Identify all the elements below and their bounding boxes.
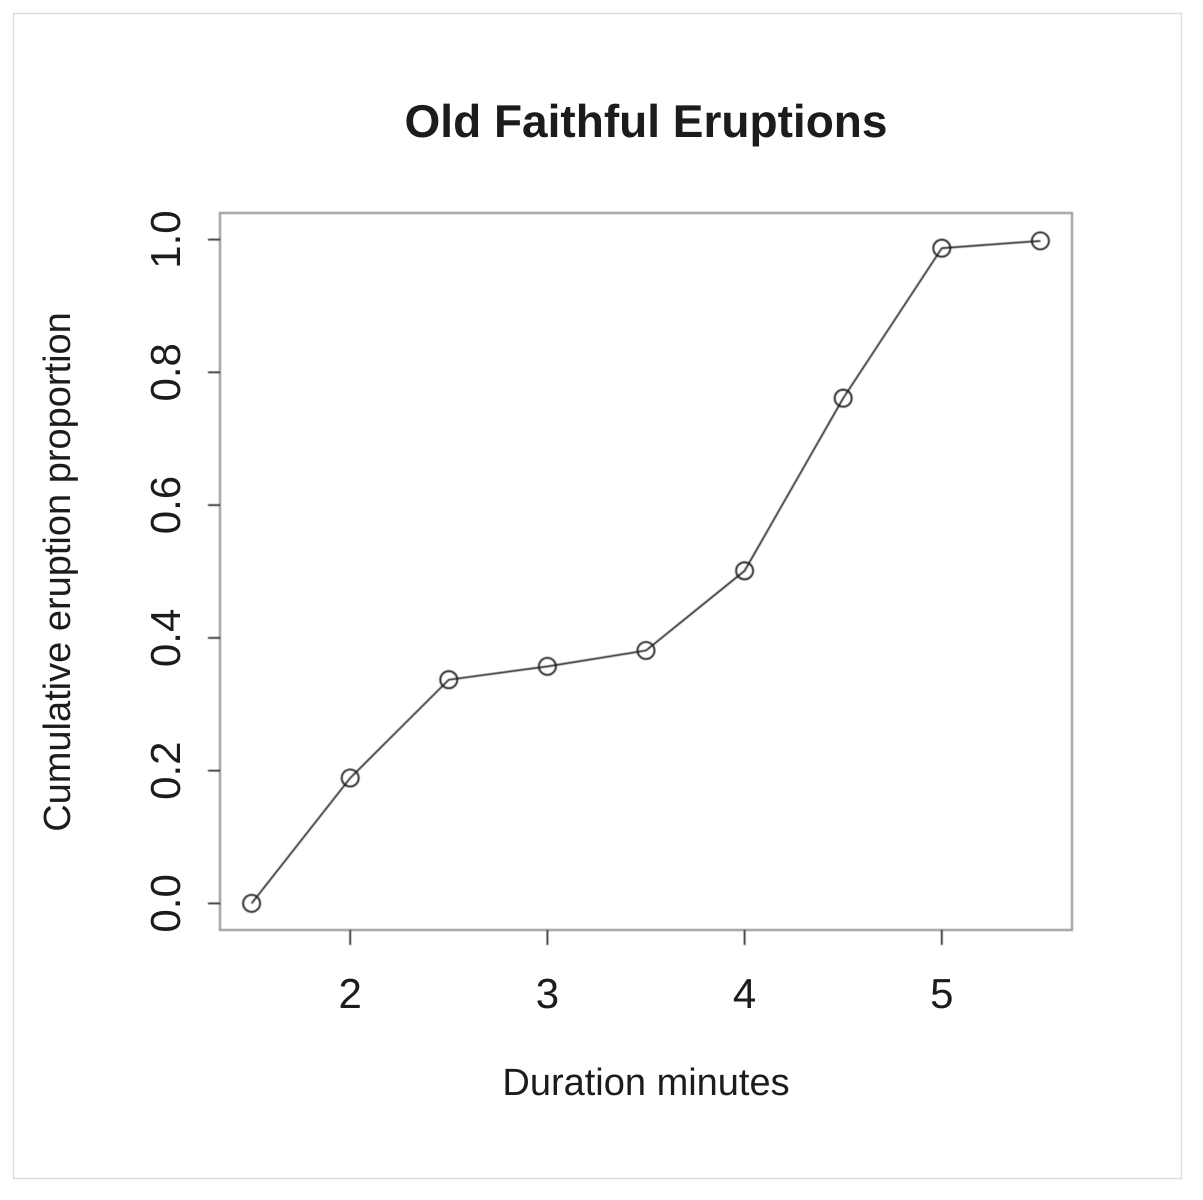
svg-text:0.8: 0.8	[142, 343, 189, 401]
svg-text:1.0: 1.0	[142, 210, 189, 268]
svg-text:2: 2	[339, 970, 362, 1017]
svg-text:4: 4	[733, 970, 756, 1017]
svg-text:Old Faithful Eruptions: Old Faithful Eruptions	[405, 95, 888, 147]
svg-text:0.6: 0.6	[142, 476, 189, 534]
svg-text:0.4: 0.4	[142, 609, 189, 667]
svg-text:Duration minutes: Duration minutes	[502, 1062, 789, 1104]
svg-text:Cumulative eruption proportion: Cumulative eruption proportion	[37, 312, 79, 832]
svg-text:3: 3	[536, 970, 559, 1017]
svg-text:0.0: 0.0	[142, 874, 189, 932]
svg-text:5: 5	[930, 970, 953, 1017]
svg-text:0.2: 0.2	[142, 742, 189, 800]
